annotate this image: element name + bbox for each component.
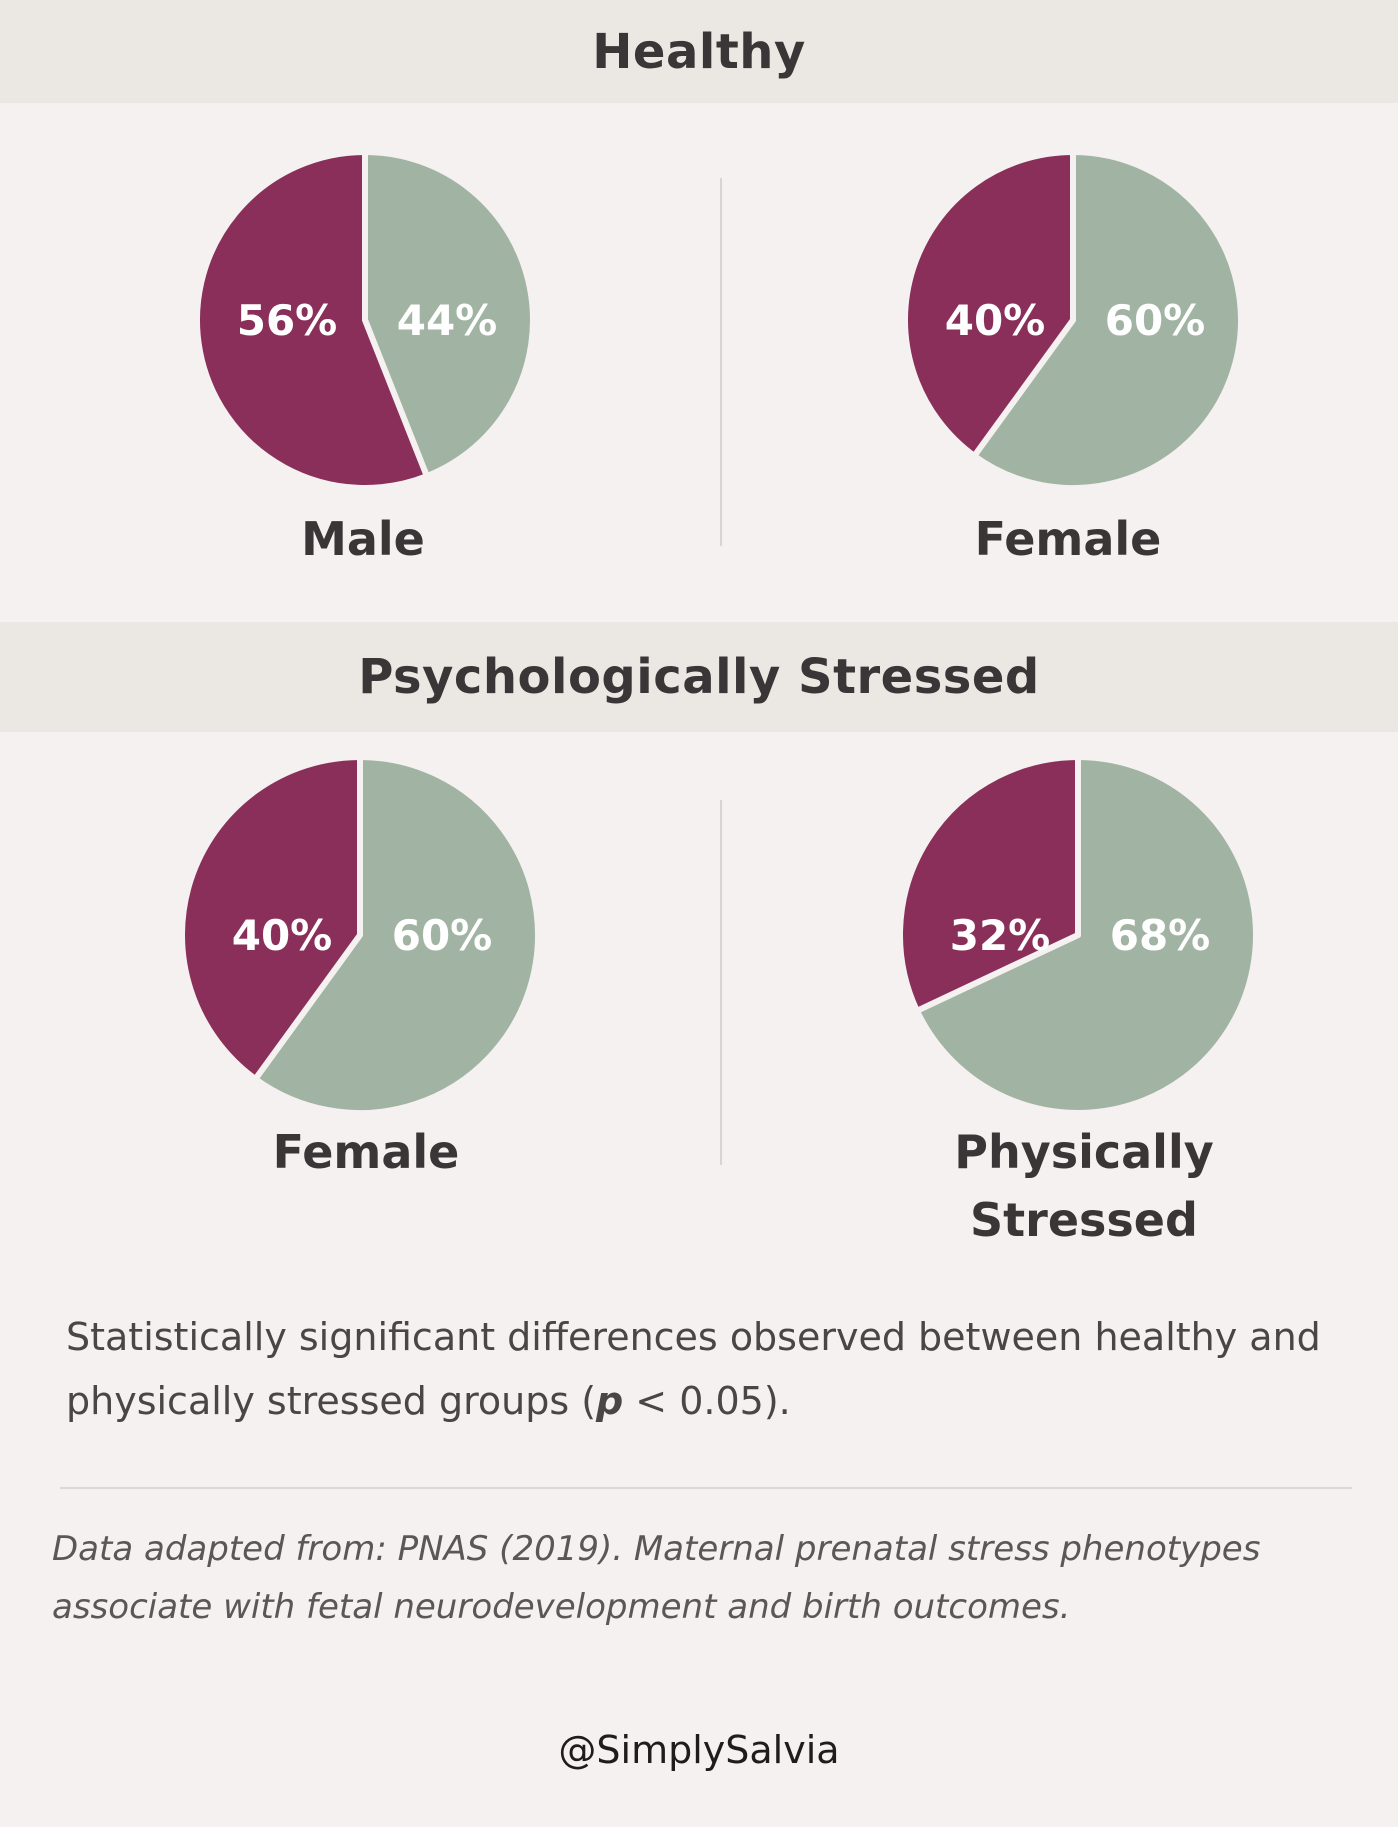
p-symbol: p <box>596 1379 624 1423</box>
significance-note: Statistically significant differences ob… <box>66 1305 1356 1433</box>
pie-slice-plum <box>902 149 1076 459</box>
pie-label-healthy-female: Female <box>974 512 1162 566</box>
pie-slice-label-sage: 68% <box>1110 911 1211 960</box>
pie-slice-sage <box>971 149 1244 491</box>
note-text-before: Statistically significant differences ob… <box>66 1315 1321 1423</box>
pie-slice-label-plum: 56% <box>237 296 338 345</box>
pie-chart-healthy-female: 40% 60% <box>902 149 1244 491</box>
pie-chart-psych-female: 40% 60% <box>179 754 541 1116</box>
section-title-healthy: Healthy <box>592 23 806 80</box>
pie-label-psych-female: Female <box>272 1125 460 1179</box>
pie-slice-sage <box>252 754 541 1116</box>
pie-chart-physically-stressed: 32% 68% <box>897 754 1259 1116</box>
pie-slice-sage <box>913 754 1259 1116</box>
pie-slice-plum <box>179 754 363 1083</box>
pie-slice-sage <box>362 149 536 480</box>
column-divider <box>720 178 722 546</box>
source-citation: Data adapted from: PNAS (2019). Maternal… <box>52 1529 1261 1627</box>
pie-slice-label-plum: 32% <box>950 911 1051 960</box>
pie-slice-label-plum: 40% <box>945 296 1046 345</box>
pie-slice-label-sage: 44% <box>397 296 498 345</box>
section-title-psychologically-stressed: Psychologically Stressed <box>358 649 1040 705</box>
column-divider <box>720 800 722 1165</box>
pie-slice-plum <box>194 149 430 491</box>
pie-slice-label-plum: 40% <box>232 911 333 960</box>
divider-rule <box>60 1487 1352 1489</box>
note-text-after: < 0.05). <box>623 1379 791 1423</box>
pie-slice-plum <box>897 754 1081 1014</box>
section-header-healthy: Healthy <box>0 0 1398 103</box>
pie-label-healthy-male: Male <box>301 512 425 566</box>
pie-slice-label-sage: 60% <box>1105 296 1206 345</box>
pie-label-line-2: Stressed <box>970 1193 1198 1247</box>
pie-chart-healthy-male: 56% 44% <box>194 149 536 491</box>
section-header-psychologically-stressed: Psychologically Stressed <box>0 622 1398 732</box>
author-handle: @SimplySalvia <box>558 1728 840 1772</box>
pie-slice-label-sage: 60% <box>392 911 493 960</box>
pie-label-line-1: Physically <box>954 1125 1214 1179</box>
pie-label-physically-stressed: Physically Stressed <box>884 1118 1284 1254</box>
